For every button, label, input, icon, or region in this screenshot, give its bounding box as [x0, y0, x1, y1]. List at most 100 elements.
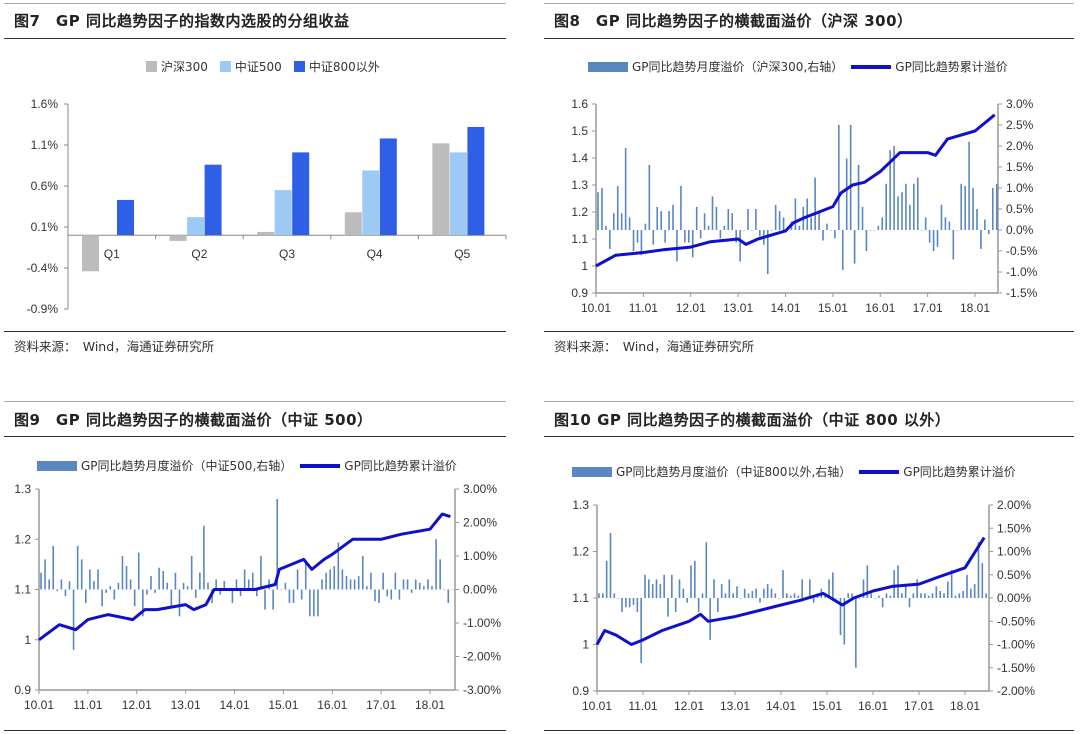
- fig9-monthly-bar: [105, 589, 107, 593]
- fig10-monthly-bar: [832, 572, 834, 598]
- fig8-monthly-bar: [909, 204, 911, 230]
- fig10-monthly-bar: [824, 595, 826, 598]
- fig8-monthly-bar: [707, 225, 710, 230]
- fig10-monthly-bar: [931, 593, 934, 598]
- fig8-monthly-bar: [798, 225, 801, 230]
- fig9-monthly-bar: [231, 589, 234, 603]
- fig9-monthly-bar: [414, 579, 417, 590]
- fig8-monthly-bar: [826, 223, 828, 230]
- legend-swatch-cumulative: [859, 469, 900, 474]
- fig10-monthly-bar: [674, 598, 677, 612]
- fig9-monthly-bar: [317, 589, 319, 617]
- fig7-bar-hs300: [82, 235, 99, 272]
- fig9-monthly-bar: [378, 589, 380, 603]
- fig8-monthly-bar: [620, 213, 623, 230]
- fig10-monthly-bar: [874, 598, 876, 599]
- fig9-right-tick-label: 0.00%: [463, 583, 497, 597]
- legend-label: 沪深300: [161, 60, 208, 74]
- fig9-x-tick-label: 18.01: [415, 698, 445, 712]
- fig10-monthly-bar: [774, 593, 777, 598]
- fig10-monthly-bar: [958, 593, 961, 598]
- fig10-monthly-bar: [843, 598, 846, 645]
- fig10-monthly-bar: [962, 591, 964, 598]
- fig8-right-tick-label: 0.5%: [1006, 202, 1034, 216]
- fig9-right-tick-label: -3.00%: [463, 683, 501, 697]
- fig8-monthly-bar: [751, 230, 753, 231]
- legend-swatch-zz500: [219, 61, 231, 72]
- fig8-monthly-bar: [877, 225, 880, 230]
- fig7-bar-hs300: [257, 231, 275, 236]
- fig8-monthly-bar: [988, 230, 990, 235]
- fig9-monthly-bar: [235, 579, 238, 590]
- fig8-monthly-bar: [932, 230, 935, 251]
- fig10-monthly-bar: [935, 586, 938, 598]
- fig9-monthly-bar: [309, 589, 311, 617]
- fig8-left-tick-label: 1: [581, 259, 588, 273]
- fig9-monthly-bar: [418, 582, 421, 590]
- fig9-monthly-bar: [56, 589, 59, 592]
- fig8-monthly-bar: [715, 206, 718, 230]
- fig9-monthly-bar: [93, 581, 95, 590]
- fig8-x-tick-label: 12.01: [676, 301, 706, 315]
- fig9-x-tick-label: 17.01: [366, 698, 396, 712]
- fig7-category-label: Q2: [191, 247, 207, 261]
- fig8-x-tick-label: 18.01: [960, 301, 990, 315]
- fig8-right-tick-label: 0.0%: [1006, 223, 1034, 237]
- fig8-monthly-bar: [849, 125, 852, 230]
- fig8-monthly-bar: [668, 211, 670, 230]
- fig7-top-rule: [4, 3, 506, 4]
- fig9-monthly-bar: [174, 572, 177, 590]
- legend-swatch-zz800-ex: [293, 61, 305, 72]
- fig9-right-tick-label: 3.00%: [463, 482, 497, 496]
- fig10-monthly-bar: [763, 588, 765, 598]
- fig8-monthly-bar: [766, 230, 769, 275]
- legend-label: GP同比趋势累计溢价: [895, 60, 1008, 74]
- fig9-monthly-bar: [199, 572, 201, 590]
- fig8-monthly-bar: [747, 209, 749, 230]
- fig9-monthly-bar: [178, 589, 181, 617]
- fig9-monthly-bar: [382, 572, 384, 590]
- fig9-monthly-bar: [370, 572, 372, 590]
- fig9-left-tick-label: 1.2: [14, 532, 31, 546]
- fig9-monthly-bar: [292, 589, 295, 603]
- fig10-monthly-bar: [858, 598, 861, 599]
- fig10-monthly-bar: [801, 579, 803, 598]
- fig10-x-tick-label: 16.01: [858, 699, 888, 713]
- fig10-top-rule: [544, 401, 1074, 402]
- fig7-bar-zz800-ex: [117, 199, 134, 236]
- fig9-right-tick-label: -2.00%: [463, 650, 501, 664]
- fig8-monthly-bar: [995, 183, 998, 230]
- fig9-monthly-bar: [304, 562, 307, 590]
- fig7-bar-hs300: [169, 235, 187, 241]
- fig10-monthly-bar: [625, 598, 627, 608]
- fig10-monthly-bar: [667, 598, 669, 617]
- fig9-monthly-bar: [129, 579, 132, 590]
- fig9-monthly-bar: [260, 556, 262, 590]
- fig10-monthly-bar: [862, 579, 865, 598]
- fig7-source-rule: [4, 331, 506, 332]
- fig8-monthly-bar: [881, 217, 884, 230]
- fig8-monthly-bar: [688, 230, 690, 243]
- fig9-monthly-bar: [435, 539, 437, 590]
- fig8-monthly-bar: [660, 211, 662, 230]
- fig8-monthly-bar: [770, 230, 773, 231]
- fig10-monthly-bar: [786, 593, 788, 598]
- fig10-monthly-bar: [970, 588, 972, 598]
- fig10-monthly-bar: [878, 595, 880, 598]
- fig9-monthly-bar: [146, 589, 148, 595]
- fig9-monthly-bar: [247, 579, 250, 590]
- fig10-monthly-bar: [770, 588, 773, 598]
- fig10-x-tick-label: 15.01: [812, 699, 842, 713]
- fig8-x-tick-label: 13.01: [723, 301, 753, 315]
- fig10-monthly-bar: [617, 598, 619, 599]
- fig10-monthly-bar: [690, 565, 692, 598]
- fig8-monthly-bar: [814, 177, 816, 230]
- fig10-monthly-bar: [966, 574, 968, 598]
- fig10-monthly-bar: [636, 598, 639, 612]
- fig8-monthly-bar: [818, 211, 820, 230]
- fig9-monthly-bar: [113, 589, 116, 600]
- fig9-monthly-bar: [133, 589, 136, 607]
- fig8-right-tick-label: 1.0%: [1006, 181, 1034, 195]
- fig7-y-tick-label: 1.1%: [31, 138, 59, 152]
